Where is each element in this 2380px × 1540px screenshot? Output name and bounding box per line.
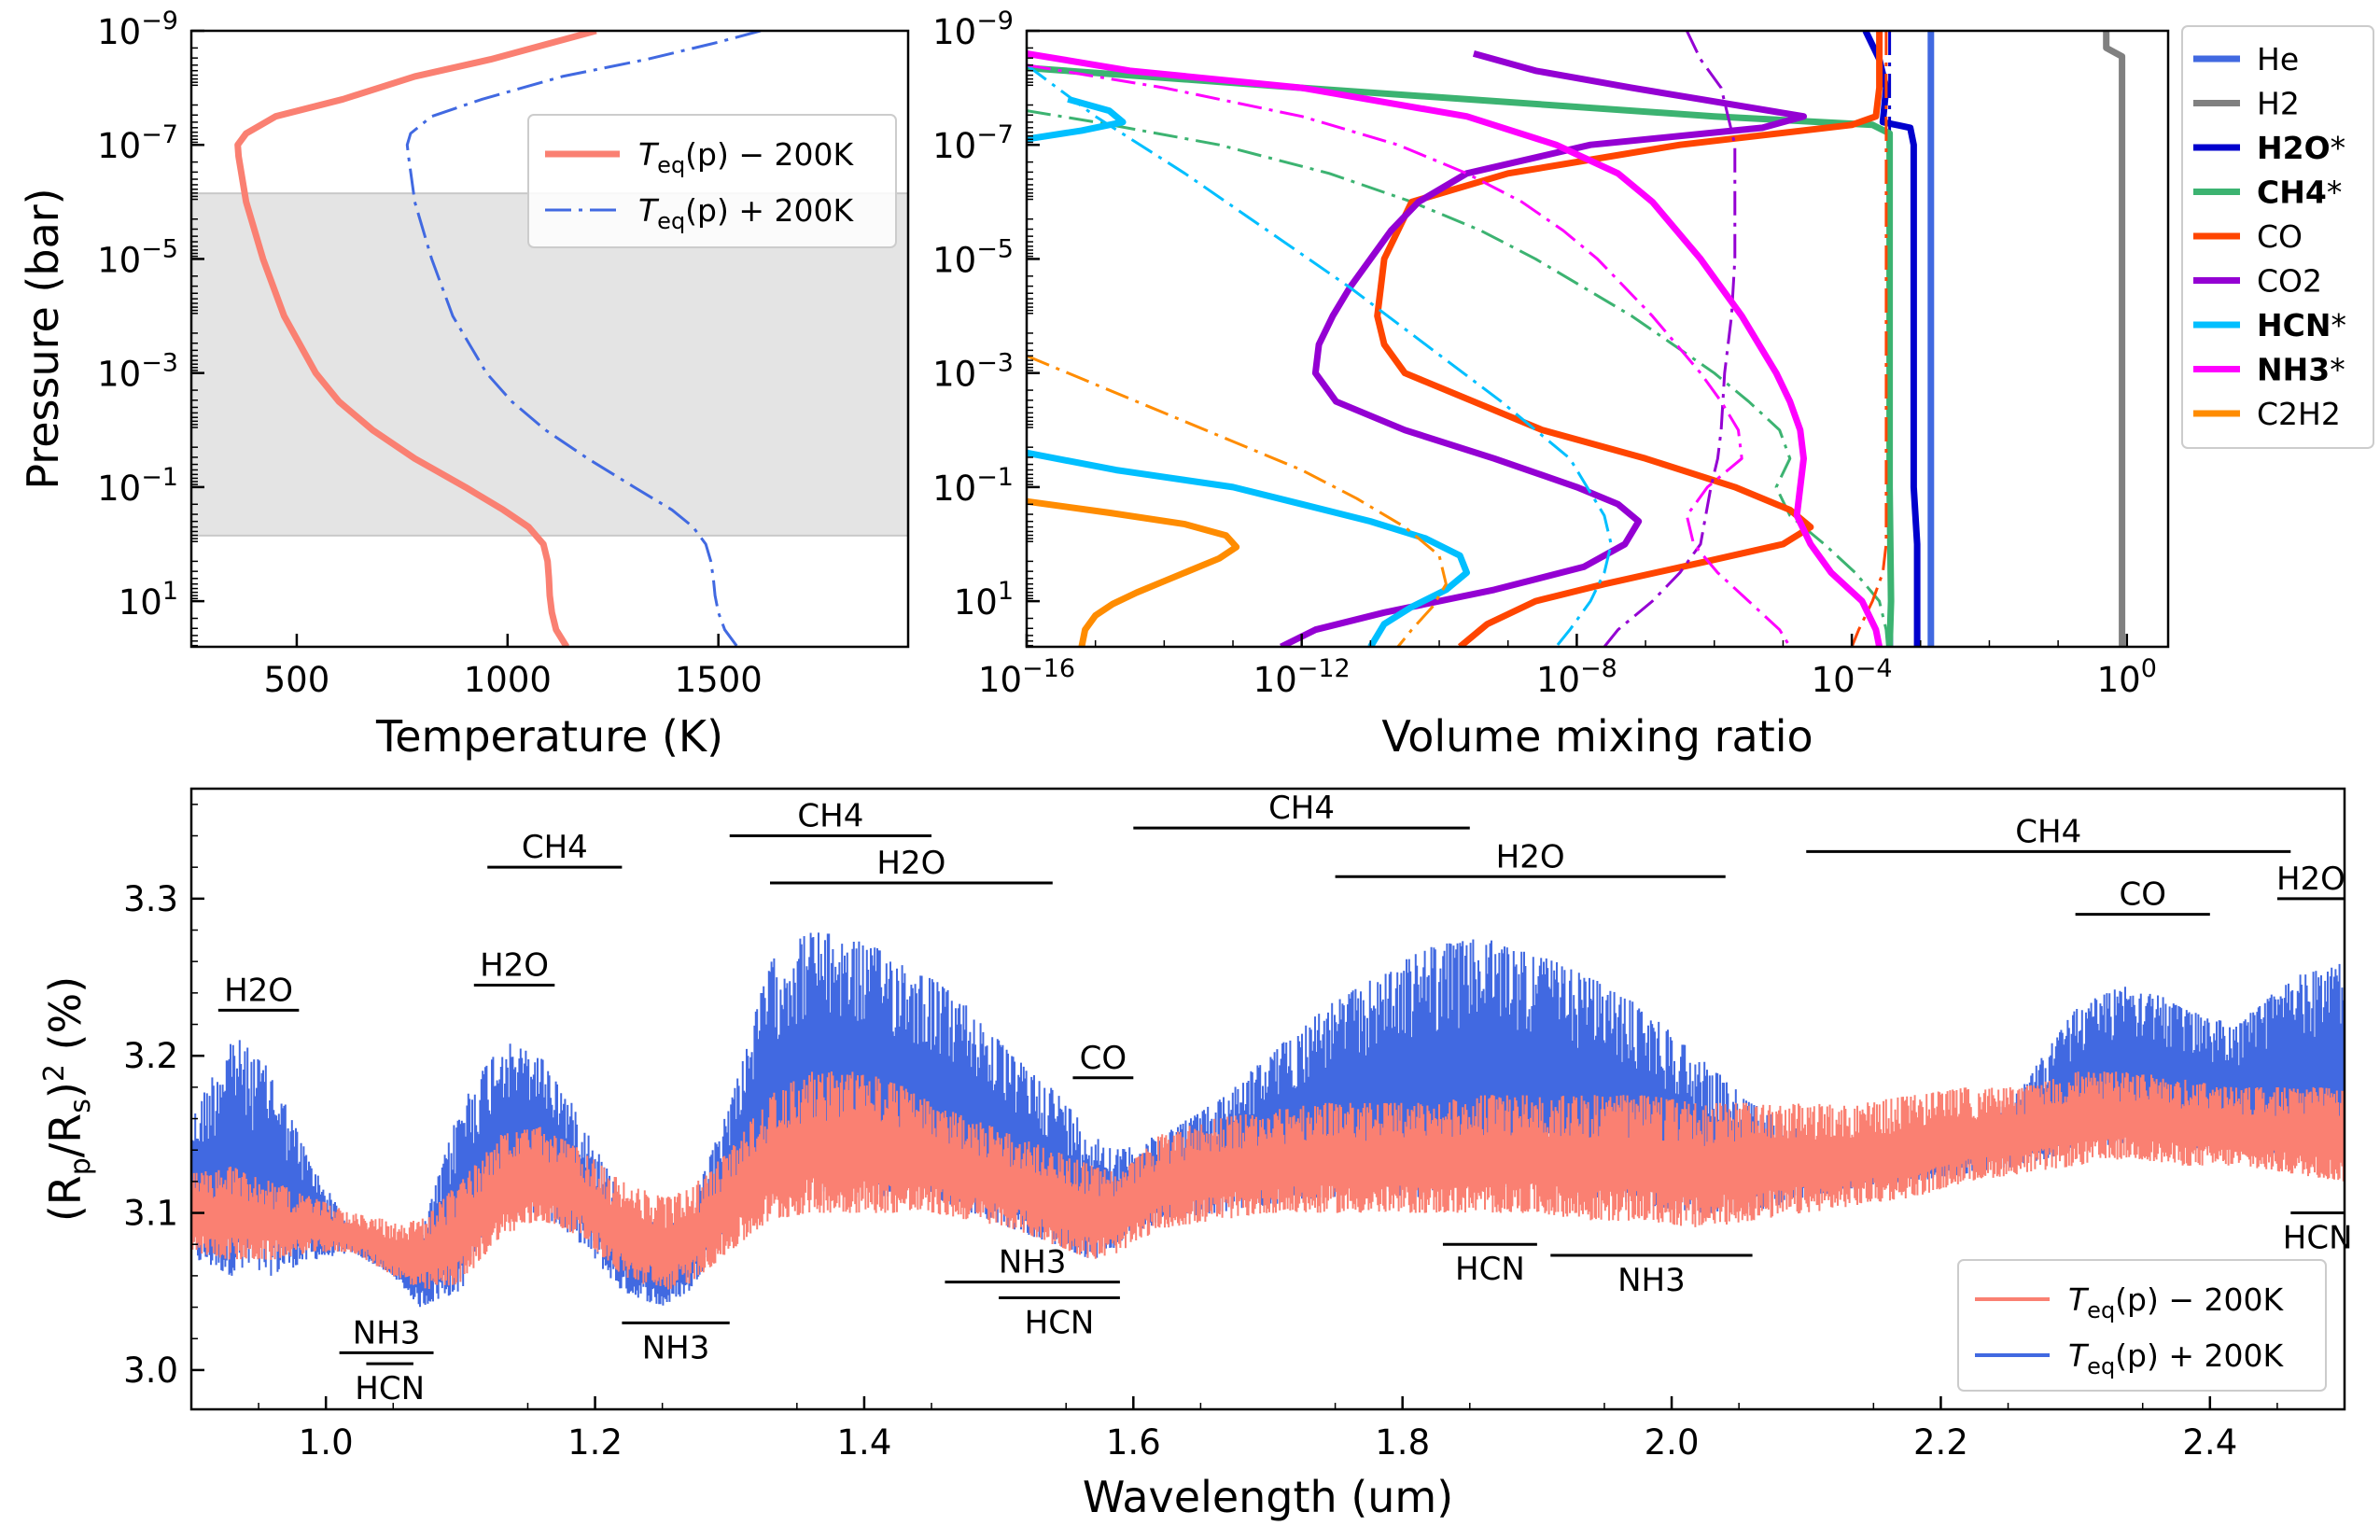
vmr-line-ch4-cold bbox=[1027, 64, 1895, 647]
band-label-ch4: CH4 bbox=[797, 798, 863, 835]
species-legend-label-co: CO bbox=[2257, 218, 2303, 255]
spectrum-legend-label-hot: Teq(p) + 200K bbox=[2068, 1337, 2284, 1379]
spectrum-ytick-label: 3.1 bbox=[123, 1194, 178, 1234]
vmr-line-co-cold bbox=[1374, 31, 1883, 647]
band-label-h2o: H2O bbox=[480, 946, 549, 984]
temperature-ytick-label: 101 bbox=[119, 577, 178, 623]
vmr-ytick-label: 10−9 bbox=[932, 7, 1014, 52]
band-label-h2o: H2O bbox=[224, 972, 293, 1009]
spectrum-xtick-label: 1.4 bbox=[837, 1422, 892, 1463]
species-legend-label-h2o: H2O* bbox=[2257, 130, 2345, 166]
band-label-hcn: HCN bbox=[2283, 1220, 2353, 1257]
species-legend-label-c2h2: C2H2 bbox=[2257, 396, 2341, 432]
band-label-h2o: H2O bbox=[2276, 861, 2345, 898]
band-label-nh3: NH3 bbox=[1617, 1262, 1686, 1299]
band-label-hcn: HCN bbox=[1025, 1304, 1095, 1341]
temperature-ytick-label: 10−1 bbox=[97, 463, 178, 509]
band-label-nh3: NH3 bbox=[353, 1314, 421, 1351]
temperature-ytick-label: 10−7 bbox=[97, 120, 178, 166]
spectrum-plot-area bbox=[191, 932, 2345, 1308]
vmr-line-ch4-hot bbox=[1027, 109, 1889, 647]
vmr-xlabel: Volume mixing ratio bbox=[1381, 711, 1813, 762]
vmr-ytick-label: 10−3 bbox=[932, 349, 1014, 395]
temperature-plot-area bbox=[191, 31, 908, 647]
vmr-line-c2h2-hot bbox=[1027, 354, 1448, 647]
spectrum-ytick-label: 3.0 bbox=[123, 1351, 178, 1391]
vmr-ytick-label: 101 bbox=[954, 577, 1014, 623]
spectrum-xtick-label: 1.2 bbox=[567, 1422, 623, 1463]
band-label-hcn: HCN bbox=[1455, 1251, 1525, 1288]
temperature-ytick-label: 10−3 bbox=[97, 349, 178, 395]
spectrum-legend-box bbox=[1957, 1259, 2327, 1392]
vmr-line-c2h2-cold bbox=[1027, 497, 1240, 647]
species-legend-label-h2: H2 bbox=[2257, 86, 2300, 122]
spectrum-xtick-label: 1.6 bbox=[1106, 1422, 1161, 1463]
vmr-xtick-label: 10−4 bbox=[1812, 654, 1893, 700]
spectrum-axes-frame bbox=[189, 787, 2346, 1411]
vmr-ytick-label: 10−1 bbox=[932, 463, 1014, 509]
spectrum-xlabel: Wavelength (um) bbox=[1083, 1472, 1453, 1522]
band-label-hcn: HCN bbox=[355, 1370, 425, 1407]
spectrum-xtick-label: 2.0 bbox=[1645, 1422, 1700, 1463]
vmr-xtick-label: 10−8 bbox=[1536, 654, 1617, 700]
vmr-line-hcn-hot bbox=[1027, 63, 1613, 647]
temperature-ytick-label: 10−5 bbox=[97, 234, 178, 280]
spectrum-ytick-label: 3.3 bbox=[123, 879, 178, 919]
temperature-legend-label-hot: Teq(p) + 200K bbox=[638, 192, 854, 234]
species-legend-label-co2: CO2 bbox=[2257, 263, 2322, 300]
spectrum-xtick-label: 2.4 bbox=[2182, 1422, 2237, 1463]
vmr-xtick-label: 10−12 bbox=[1253, 654, 1351, 700]
spectrum-legend-label-cold: Teq(p) − 200K bbox=[2068, 1281, 2284, 1323]
temperature-legend-label-cold: Teq(p) − 200K bbox=[638, 136, 854, 178]
temperature-ytick-label: 10−9 bbox=[97, 7, 178, 52]
spectrum-cold bbox=[191, 1071, 2345, 1290]
species-legend-box bbox=[2181, 25, 2374, 449]
band-label-co: CO bbox=[2119, 876, 2166, 914]
spectrum-xtick-label: 1.0 bbox=[299, 1422, 354, 1463]
species-legend-label-ch4: CH4* bbox=[2257, 175, 2342, 211]
pressure-ylabel: Pressure (bar) bbox=[18, 188, 68, 489]
spectrum-ylabel: (Rp/Rs)2 (%) bbox=[38, 976, 97, 1222]
vmr-xtick-label: 10−16 bbox=[978, 654, 1075, 700]
temperature-axes-frame bbox=[189, 29, 910, 649]
vmr-line-hcn-cold bbox=[1027, 95, 1127, 143]
band-label-nh3: NH3 bbox=[999, 1244, 1067, 1281]
vmr-line-co2-hot bbox=[1603, 31, 1737, 647]
temperature-line-hot bbox=[405, 31, 762, 647]
vmr-line-nh3-cold bbox=[1027, 49, 1883, 647]
temperature-xtick-label: 500 bbox=[264, 660, 330, 700]
temperature-legend-box bbox=[527, 114, 897, 248]
band-label-nh3: NH3 bbox=[642, 1329, 710, 1366]
vmr-axes-frame bbox=[1025, 29, 2170, 649]
spectrum-ytick-label: 3.2 bbox=[123, 1036, 178, 1076]
spectrum-xtick-label: 1.8 bbox=[1375, 1422, 1430, 1463]
vmr-xtick-label: 100 bbox=[2097, 654, 2157, 700]
band-label-ch4: CH4 bbox=[1268, 790, 1335, 827]
temperature-xtick-label: 1500 bbox=[675, 660, 763, 700]
vmr-line-h2-cold bbox=[2103, 31, 2126, 647]
temperature-line-cold bbox=[234, 31, 597, 647]
vmr-line-nh3-hot bbox=[1027, 63, 1792, 647]
temperature-xlabel: Temperature (K) bbox=[375, 711, 723, 762]
band-label-h2o: H2O bbox=[876, 845, 945, 882]
band-label-ch4: CH4 bbox=[2015, 813, 2081, 850]
species-legend-label-nh3: NH3* bbox=[2257, 352, 2345, 388]
band-label-h2o: H2O bbox=[1496, 838, 1565, 875]
species-legend-label-hcn: HCN* bbox=[2257, 307, 2346, 343]
vmr-line-co2-cold bbox=[1280, 50, 1807, 647]
vmr-line-hcn-cold2 bbox=[1027, 449, 1470, 647]
vmr-ytick-label: 10−7 bbox=[932, 120, 1014, 166]
vmr-ytick-label: 10−5 bbox=[932, 234, 1014, 280]
vmr-plot-area bbox=[1027, 31, 2126, 647]
vmr-line-co-hot bbox=[1850, 31, 1888, 647]
band-label-co: CO bbox=[1080, 1040, 1127, 1077]
band-label-ch4: CH4 bbox=[522, 829, 588, 866]
spectrum-xtick-label: 2.2 bbox=[1913, 1422, 1968, 1463]
temperature-xtick-label: 1000 bbox=[464, 660, 552, 700]
species-legend-label-he: He bbox=[2257, 41, 2299, 77]
